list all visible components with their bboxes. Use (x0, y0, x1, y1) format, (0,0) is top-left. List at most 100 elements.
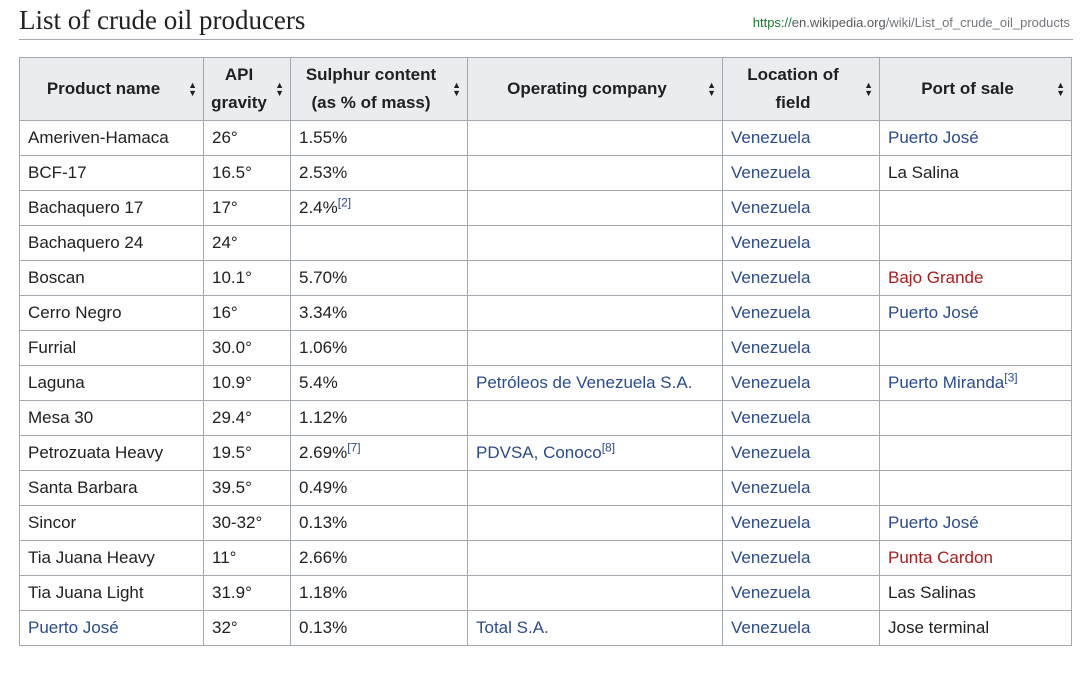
cell-location-of-field[interactable]: Venezuela (722, 470, 880, 506)
cell-sulphur-content: 2.66% (290, 540, 468, 576)
sort-arrows-icon[interactable]: ▲ ▼ (707, 80, 716, 98)
cell-location-of-field[interactable]: Venezuela (722, 575, 880, 611)
cell-port-of-sale (879, 330, 1072, 366)
cell-location-of-field[interactable]: Venezuela (722, 225, 880, 261)
cell-api-gravity: 10.1° (203, 260, 291, 296)
cell-port-of-sale[interactable]: Punta Cardon (879, 540, 1072, 576)
location-link[interactable]: Venezuela (731, 583, 811, 602)
location-link[interactable]: Venezuela (731, 408, 811, 427)
cell-port-of-sale (879, 400, 1072, 436)
cell-location-of-field[interactable]: Venezuela (722, 190, 880, 226)
citation-link[interactable]: [3] (1004, 370, 1018, 385)
sort-arrows-icon[interactable]: ▲ ▼ (452, 80, 461, 98)
sulphur-value: 1.18% (299, 583, 348, 602)
column-header-port-of-sale[interactable]: Port of sale ▲ ▼ (879, 57, 1072, 121)
citation-ref[interactable]: [3] (1004, 370, 1017, 384)
citation-link[interactable]: [8] (601, 440, 616, 455)
location-link[interactable]: Venezuela (731, 548, 811, 567)
column-header-api-gravity[interactable]: API gravity ▲ ▼ (203, 57, 291, 121)
location-link[interactable]: Venezuela (731, 478, 811, 497)
api-gravity-value: 39.5° (212, 478, 252, 497)
sulphur-value: 2.4% (299, 198, 338, 217)
cell-product-name: Bachaquero 24 (19, 225, 204, 261)
sort-arrows-icon[interactable]: ▲ ▼ (275, 80, 284, 98)
location-link[interactable]: Venezuela (731, 513, 811, 532)
cell-location-of-field[interactable]: Venezuela (722, 505, 880, 541)
sort-arrows-icon[interactable]: ▲ ▼ (1056, 80, 1065, 98)
cell-location-of-field[interactable]: Venezuela (722, 155, 880, 191)
cell-port-of-sale (879, 470, 1072, 506)
citation-ref[interactable]: [2] (338, 195, 351, 209)
cell-location-of-field[interactable]: Venezuela (722, 330, 880, 366)
company-link[interactable]: Total S.A. (476, 618, 549, 637)
cell-location-of-field[interactable]: Venezuela (722, 365, 880, 401)
sulphur-value: 1.06% (299, 338, 348, 357)
cell-operating-company[interactable]: Total S.A. (467, 610, 723, 646)
source-url[interactable]: https://en.wikipedia.org/wiki/List_of_cr… (753, 15, 1070, 30)
location-link[interactable]: Venezuela (731, 618, 811, 637)
product-name-text: Tia Juana Light (28, 583, 144, 602)
column-header-location-of-field[interactable]: Location of field ▲ ▼ (722, 57, 880, 121)
table-row: Boscan 10.1° 5.70% Venezuela Bajo Grande (19, 260, 1072, 296)
cell-operating-company (467, 155, 723, 191)
port-link[interactable]: Puerto José (888, 303, 979, 322)
cell-location-of-field[interactable]: Venezuela (722, 610, 880, 646)
location-link[interactable]: Venezuela (731, 373, 811, 392)
citation-link[interactable]: [2] (337, 195, 352, 210)
cell-location-of-field[interactable]: Venezuela (722, 435, 880, 471)
header-label-line2: gravity (211, 93, 267, 112)
table-row: Tia Juana Heavy 11° 2.66% Venezuela Punta Ca… (19, 540, 1072, 576)
port-link[interactable]: Puerto José (888, 128, 979, 147)
location-link[interactable]: Venezuela (731, 233, 811, 252)
location-link[interactable]: Venezuela (731, 338, 811, 357)
product-name-text: Laguna (28, 373, 85, 392)
citation-ref[interactable]: [7] (347, 440, 360, 454)
citation-link[interactable]: [7] (347, 440, 361, 455)
sort-arrows-icon[interactable]: ▲ ▼ (188, 80, 197, 98)
column-header-operating-company[interactable]: Operating company ▲ ▼ (467, 57, 723, 121)
company-link[interactable]: Petróleos de Venezuela S.A. (476, 373, 693, 392)
cell-product-name: Mesa 30 (19, 400, 204, 436)
location-link[interactable]: Venezuela (731, 163, 811, 182)
cell-product-name: Boscan (19, 260, 204, 296)
product-link[interactable]: Puerto José (28, 618, 119, 637)
port-redlink[interactable]: Bajo Grande (888, 268, 984, 287)
api-gravity-value: 16° (212, 303, 238, 322)
company-link[interactable]: PDVSA, Conoco (476, 443, 602, 462)
cell-port-of-sale[interactable]: Puerto José (879, 505, 1072, 541)
cell-operating-company (467, 260, 723, 296)
location-link[interactable]: Venezuela (731, 268, 811, 287)
table-row: Petrozuata Heavy 19.5° 2.69%[7] PDVSA, Cono… (19, 435, 1072, 471)
product-name-text: Bachaquero 17 (28, 198, 144, 217)
port-link[interactable]: Puerto Miranda (888, 373, 1005, 392)
column-header-product-name[interactable]: Product name ▲ ▼ (19, 57, 204, 121)
cell-port-of-sale[interactable]: Puerto José (879, 295, 1072, 331)
location-link[interactable]: Venezuela (731, 198, 811, 217)
cell-operating-company (467, 400, 723, 436)
cell-operating-company[interactable]: Petróleos de Venezuela S.A. (467, 365, 723, 401)
cell-location-of-field[interactable]: Venezuela (722, 120, 880, 156)
cell-location-of-field[interactable]: Venezuela (722, 400, 880, 436)
citation-ref[interactable]: [8] (602, 440, 615, 454)
cell-sulphur-content: 3.34% (290, 295, 468, 331)
sort-arrows-icon[interactable]: ▲ ▼ (864, 80, 873, 98)
cell-port-of-sale[interactable]: Puerto Miranda[3] (879, 365, 1072, 401)
port-link[interactable]: Puerto José (888, 513, 979, 532)
cell-product-name[interactable]: Puerto José (19, 610, 204, 646)
cell-sulphur-content: 2.69%[7] (290, 435, 468, 471)
cell-location-of-field[interactable]: Venezuela (722, 540, 880, 576)
cell-location-of-field[interactable]: Venezuela (722, 295, 880, 331)
location-link[interactable]: Venezuela (731, 443, 811, 462)
cell-sulphur-content: 1.06% (290, 330, 468, 366)
column-header-sulphur-content[interactable]: Sulphur content (as % of mass) ▲ ▼ (290, 57, 468, 121)
port-redlink[interactable]: Punta Cardon (888, 548, 993, 567)
cell-port-of-sale[interactable]: Puerto José (879, 120, 1072, 156)
cell-port-of-sale[interactable]: Bajo Grande (879, 260, 1072, 296)
cell-sulphur-content: 0.13% (290, 610, 468, 646)
cell-operating-company[interactable]: PDVSA, Conoco[8] (467, 435, 723, 471)
cell-location-of-field[interactable]: Venezuela (722, 260, 880, 296)
product-name-text: Boscan (28, 268, 85, 287)
location-link[interactable]: Venezuela (731, 128, 811, 147)
location-link[interactable]: Venezuela (731, 303, 811, 322)
crude-oil-table: Product name ▲ ▼ API gravity ▲ ▼ Sulphur conten… (19, 57, 1072, 646)
